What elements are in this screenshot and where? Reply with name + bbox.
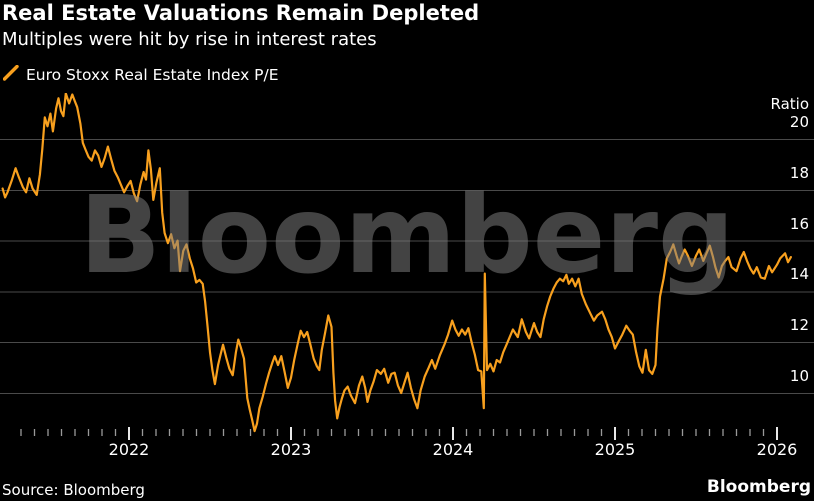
y-axis-tick-label-16: 16 [789,214,809,233]
legend-series-label: Euro Stoxx Real Estate Index P/E [26,66,279,84]
x-axis-year-label-2025: 2025 [594,440,636,459]
y-axis-tick-label-12: 12 [789,316,809,335]
x-axis-year-label-2023: 2023 [270,440,312,459]
source-note: Source: Bloomberg [2,481,145,499]
x-axis-ticks [0,426,814,440]
gridlines [0,138,814,394]
y-axis-tick-label-18: 18 [789,163,809,182]
series-svg [1,93,793,433]
x-axis-year-label-2022: 2022 [108,440,150,459]
y-axis-title: Ratio [770,95,809,113]
y-axis-tick-label-14: 14 [789,265,809,284]
x-axis-year-label-2026: 2026 [756,440,798,459]
y-axis-tick-label-20: 20 [789,112,809,131]
series-line [1,93,793,433]
x-axis-year-label-2024: 2024 [432,440,474,459]
series-line-marker-icon [2,64,19,85]
page-title: Real Estate Valuations Remain Depleted [2,1,480,25]
legend: Euro Stoxx Real Estate Index P/E [2,64,279,85]
plot-area [0,93,814,438]
y-axis-tick-label-10: 10 [789,366,809,385]
tick-marks [20,427,778,440]
bloomberg-logo: Bloomberg [706,477,811,497]
chart-subtitle: Multiples were hit by rise in interest r… [2,29,377,50]
